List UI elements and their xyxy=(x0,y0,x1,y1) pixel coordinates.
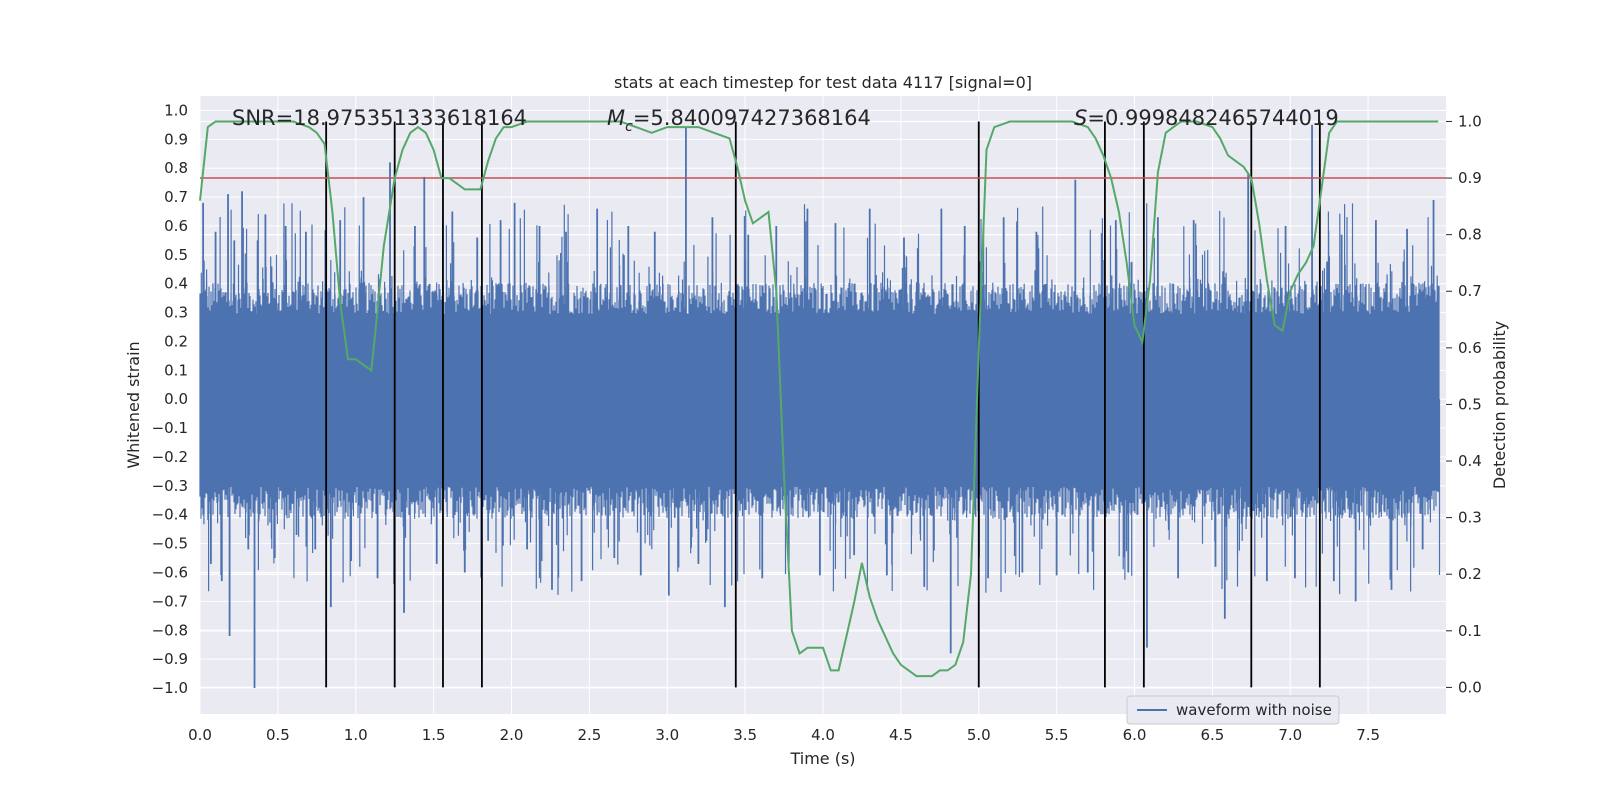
y2-tick-label: 0.1 xyxy=(1458,622,1482,640)
waveform-series xyxy=(199,124,1441,689)
x-tick-label: 5.0 xyxy=(967,726,991,744)
y2-tick-label: 0.0 xyxy=(1458,678,1482,696)
y-tick-label: 0.8 xyxy=(164,159,188,177)
x-tick-label: 4.0 xyxy=(811,726,835,744)
score-symbol: S xyxy=(1074,106,1087,130)
y-tick-label: −0.1 xyxy=(152,419,188,437)
legend-box xyxy=(1126,695,1340,725)
x-tick-label: 7.5 xyxy=(1356,726,1380,744)
y-axis-ticks: 1.0 0.9 0.8 0.7 0.6 0.5 0.4 0.3 0.2 0.1 0.0 −0.1 −0.… xyxy=(152,101,188,697)
y-tick-label: 0.0 xyxy=(164,390,188,408)
snr-annotation: SNR=18.975351333618164 xyxy=(232,106,527,130)
y-tick-label: 1.0 xyxy=(164,101,188,119)
y2-tick-label: 0.4 xyxy=(1458,452,1482,470)
x-tick-label: 3.5 xyxy=(733,726,757,744)
x-tick-label: 0.5 xyxy=(266,726,290,744)
vertical-markers xyxy=(325,121,1321,688)
score-value: =0.9998482465744019 xyxy=(1087,106,1338,130)
x-tick-label: 6.0 xyxy=(1123,726,1147,744)
y2-axis-label: Detection probability xyxy=(1490,321,1509,489)
y-tick-label: −1.0 xyxy=(152,679,188,697)
x-tick-label: 2.5 xyxy=(577,726,601,744)
y-tick-label: 0.3 xyxy=(164,304,188,322)
y2-tick-label: 0.8 xyxy=(1458,226,1482,244)
legend-label: waveform with noise xyxy=(1176,701,1332,719)
score-annotation: S=0.9998482465744019 xyxy=(1074,106,1339,130)
y2-tick-label: 0.3 xyxy=(1458,509,1482,527)
y-tick-label: 0.6 xyxy=(164,217,188,235)
chirp-mass-symbol: M xyxy=(607,106,625,130)
y-axis-label: Whitened strain xyxy=(124,341,143,468)
y-tick-label: 0.4 xyxy=(164,275,188,293)
x-axis-ticks: 0.0 0.5 1.0 1.5 2.0 2.5 3.0 3.5 4.0 4.5 5.0 5.5 6.0 6… xyxy=(188,726,1380,744)
x-axis-label: Time (s) xyxy=(789,749,855,768)
y2-tick-label: 0.7 xyxy=(1458,282,1482,300)
y-tick-label: −0.4 xyxy=(152,506,188,524)
x-tick-label: 1.5 xyxy=(422,726,446,744)
x-tick-label: 2.0 xyxy=(500,726,524,744)
x-tick-label: 1.0 xyxy=(344,726,368,744)
y-tick-label: 0.2 xyxy=(164,332,188,350)
y2-tick-label: 1.0 xyxy=(1458,112,1482,130)
y2-tick-label: 0.6 xyxy=(1458,339,1482,357)
x-tick-label: 5.5 xyxy=(1045,726,1069,744)
x-tick-label: 0.0 xyxy=(188,726,212,744)
x-tick-label: 6.5 xyxy=(1200,726,1224,744)
x-tick-label: 4.5 xyxy=(889,726,913,744)
chirp-mass-subscript: c xyxy=(625,119,633,135)
y-tick-label: −0.2 xyxy=(152,448,188,466)
y-tick-label: −0.5 xyxy=(152,535,188,553)
y-tick-label: 0.7 xyxy=(164,188,188,206)
chirp-mass-value: =5.840097427368164 xyxy=(633,106,871,130)
y-tick-label: −0.9 xyxy=(152,650,188,668)
legend: waveform with noise xyxy=(1126,695,1340,725)
y-tick-label: −0.3 xyxy=(152,477,188,495)
x-tick-label: 3.0 xyxy=(655,726,679,744)
detection-probability-line xyxy=(199,120,1439,678)
chart-title: stats at each timestep for test data 411… xyxy=(614,73,1032,92)
y2-tick-label: 0.2 xyxy=(1458,565,1482,583)
y-tick-label: −0.6 xyxy=(152,563,188,581)
y2-axis-ticks: 1.0 0.9 0.8 0.7 0.6 0.5 0.4 0.3 0.2 0.1 0.0 xyxy=(1446,112,1482,696)
y-tick-label: 0.9 xyxy=(164,130,188,148)
y2-tick-label: 0.5 xyxy=(1458,395,1482,413)
y-tick-label: 0.1 xyxy=(164,361,188,379)
y-tick-label: −0.8 xyxy=(152,621,188,639)
y-tick-label: −0.7 xyxy=(152,592,188,610)
y-tick-label: 0.5 xyxy=(164,246,188,264)
x-tick-label: 7.0 xyxy=(1278,726,1302,744)
chirp-mass-annotation: Mc=5.840097427368164 xyxy=(607,106,871,135)
y2-tick-label: 0.9 xyxy=(1458,169,1482,187)
